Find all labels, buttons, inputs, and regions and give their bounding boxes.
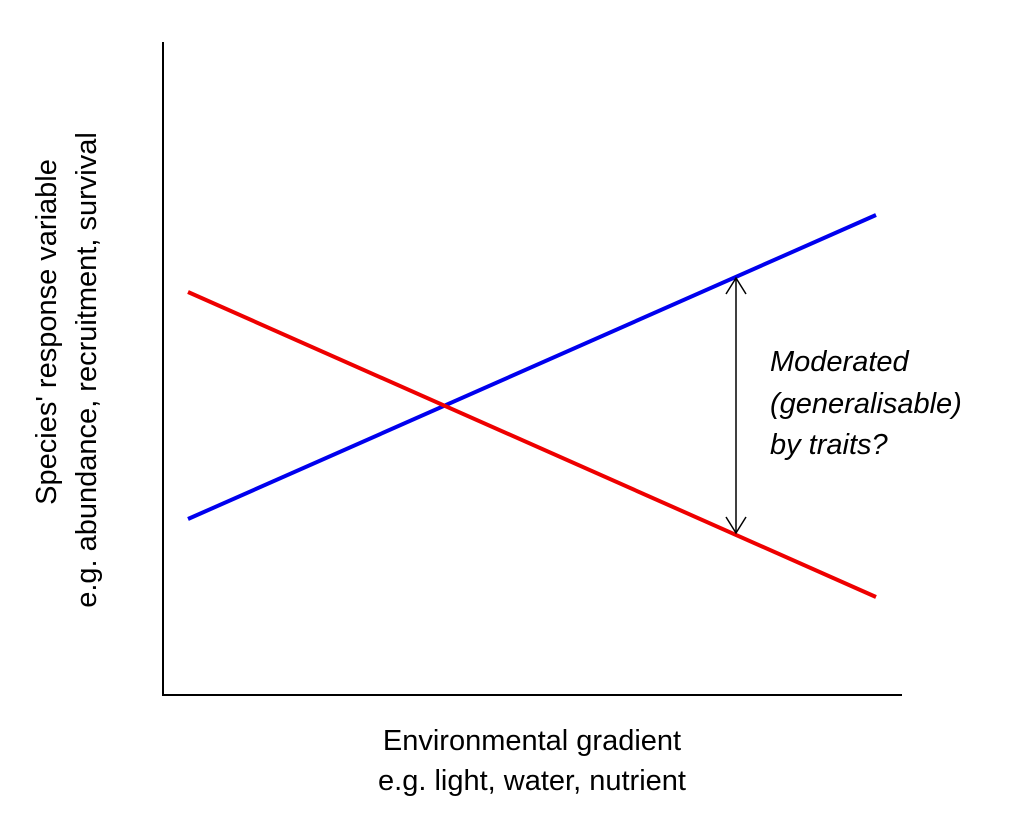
increasing-response-line	[187, 213, 877, 521]
annotation-line-3: by traits?	[770, 429, 889, 461]
y-axis-sublabel: e.g. abundance, recruitment, survival	[71, 132, 103, 608]
x-axis-sublabel: e.g. light, water, nutrient	[378, 765, 686, 797]
annotation-line-2: (generalisable)	[770, 388, 962, 420]
annotation-line-1: Moderated	[770, 346, 910, 378]
arrow-head-bottom	[725, 516, 747, 535]
decreasing-response-line	[187, 290, 877, 599]
arrow-head-top	[725, 276, 747, 295]
y-axis-label: Species' response variable	[31, 159, 63, 505]
x-axis-label: Environmental gradient	[383, 725, 681, 757]
